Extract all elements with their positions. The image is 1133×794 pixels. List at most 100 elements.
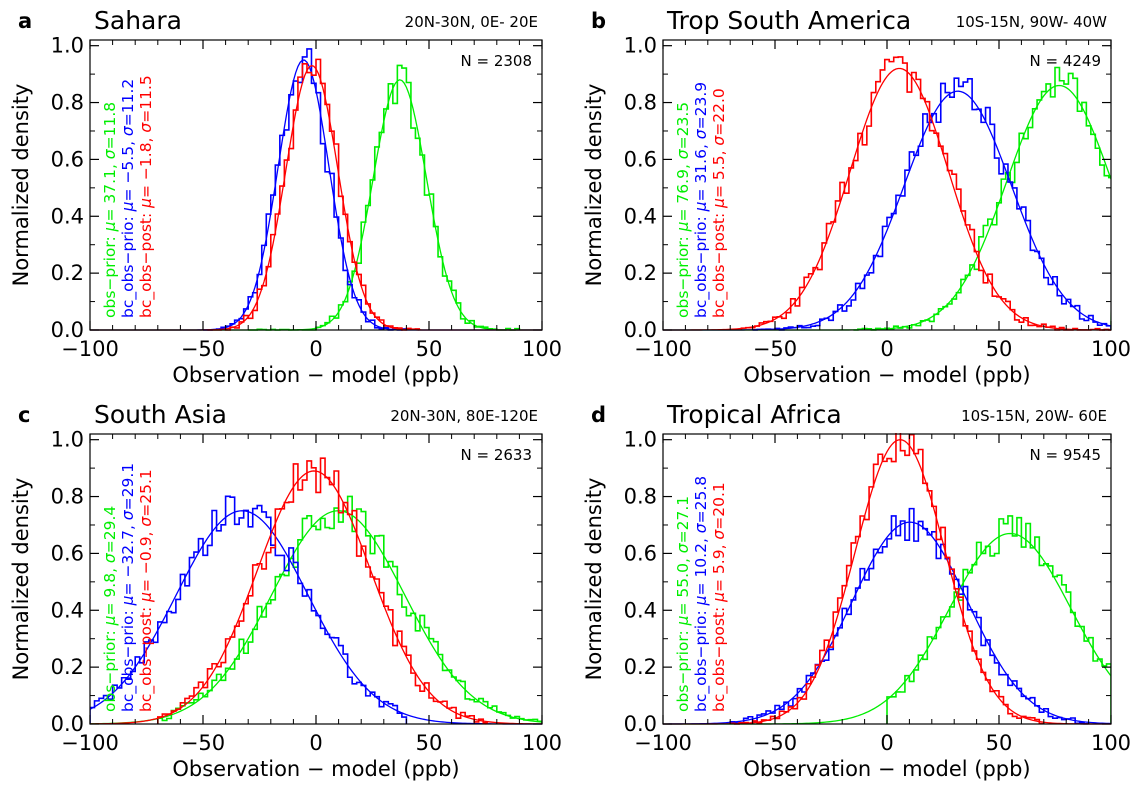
x-tick-label: 50: [986, 337, 1013, 361]
fit-curve-bc_obs-prio: [663, 521, 1111, 725]
y-tick-label: 0.2: [624, 655, 657, 679]
x-tick-label: 0: [880, 731, 893, 755]
y-tick-label: 0.0: [51, 318, 84, 342]
axes-frame: [662, 39, 1112, 331]
sample-count: N = 9545: [1030, 446, 1102, 464]
fit-curve-obs-prior: [663, 84, 1111, 331]
x-tick-label: −100: [634, 337, 692, 361]
histogram-bc_obs-prio: [203, 48, 408, 331]
plot-area: [663, 433, 1111, 725]
histogram-bc_obs-post: [740, 56, 1111, 331]
stat-label-bc_obs-post: bc_obs−post: μ= −1.8, σ=11.5: [137, 75, 156, 318]
x-tick-label: 100: [522, 337, 562, 361]
histogram-obs-prior: [886, 515, 1111, 724]
y-tick-label: 0.4: [624, 204, 657, 228]
y-axis-label: Normalized density: [9, 84, 33, 287]
y-tick-label: 1.0: [624, 428, 657, 452]
y-tick-label: 0.6: [51, 541, 84, 565]
x-tick-label: 100: [1091, 731, 1131, 755]
y-tick-label: 0.0: [51, 712, 84, 736]
panel-letter: b: [591, 9, 606, 33]
sample-count: N = 2308: [461, 52, 533, 70]
panel-letter: a: [18, 9, 32, 33]
stat-label-bc_obs-post: bc_obs−post: μ= 5.5, σ=22.0: [710, 88, 729, 318]
histogram-bc_obs-prio: [90, 495, 408, 724]
x-axis-label: Observation − model (ppb): [172, 363, 459, 387]
y-tick-label: 1.0: [624, 34, 657, 58]
histogram-bc_obs-prio: [751, 77, 1111, 331]
y-axis-label: Normalized density: [582, 478, 606, 681]
x-tick-label: 0: [880, 337, 893, 361]
histogram-bc_obs-post: [207, 58, 421, 331]
y-axis-label: Normalized density: [9, 478, 33, 681]
region-label: 20N-30N, 80E-120E: [390, 407, 538, 425]
sample-count: N = 2633: [461, 446, 533, 464]
fit-curve-bc_obs-post: [90, 64, 542, 331]
y-tick-label: 0.4: [624, 598, 657, 622]
histogram-bc_obs-post: [729, 433, 1045, 725]
histogram-obs-prior: [853, 66, 1111, 331]
y-tick-label: 0.4: [51, 598, 84, 622]
histogram-bc_obs-post: [157, 457, 489, 725]
x-axis-label: Observation − model (ppb): [743, 757, 1030, 781]
panel-title: South Asia: [94, 400, 227, 429]
y-tick-label: 1.0: [51, 428, 84, 452]
x-axis-label: Observation − model (ppb): [172, 757, 459, 781]
plot-area: [90, 48, 542, 331]
histogram-obs-prior: [157, 495, 542, 724]
fit-curve-bc_obs-post: [90, 470, 542, 725]
panel-b: −100 −50 0 50 100 0.0 0.2 0.4 0.6 0.8 1.0 Observati…: [582, 6, 1131, 387]
stat-label-bc_obs-prio: bc_obs−prio: μ= 31.6, σ=23.9: [692, 82, 711, 318]
x-tick-label: 100: [1091, 337, 1131, 361]
histogram-bc_obs-prio: [729, 507, 1090, 725]
x-tick-label: −100: [61, 337, 119, 361]
y-tick-label: 0.0: [624, 712, 657, 736]
y-tick-label: 1.0: [51, 34, 84, 58]
x-axis-label: Observation − model (ppb): [743, 363, 1030, 387]
stat-label-obs-prior: obs−prior: μ= 37.1, σ=11.8: [101, 102, 119, 318]
panel-d: −100 −50 0 50 100 0.0 0.2 0.4 0.6 0.8 1.0 Observati…: [582, 400, 1131, 781]
y-tick-label: 0.8: [51, 485, 84, 509]
x-tick-label: 100: [522, 731, 562, 755]
axes-frame: [662, 433, 1112, 725]
stat-label-bc_obs-prio: bc_obs−prio: μ= −5.5, σ=11.2: [119, 79, 138, 318]
stat-label-bc_obs-post: bc_obs−post: μ= −0.9, σ=25.1: [137, 469, 156, 712]
x-tick-label: 50: [416, 337, 443, 361]
fit-curve-obs-prior: [90, 510, 542, 725]
x-tick-label: −50: [753, 337, 797, 361]
stat-label-obs-prior: obs−prior: μ= 76.9, σ=23.5: [674, 102, 692, 318]
x-tick-label: −50: [753, 731, 797, 755]
x-tick-label: −100: [61, 731, 119, 755]
region-label: 10S-15N, 20W- 60E: [961, 407, 1107, 425]
y-tick-label: 0.6: [624, 147, 657, 171]
panel-c: −100 −50 0 50 100 0.0 0.2 0.4 0.6 0.8 1.0 Observati…: [9, 400, 562, 781]
y-tick-label: 0.6: [624, 541, 657, 565]
panel-title: Trop South America: [666, 6, 911, 35]
region-label: 20N-30N, 0E- 20E: [405, 13, 538, 31]
y-tick-label: 0.8: [624, 91, 657, 115]
fit-curve-obs-prior: [90, 79, 542, 331]
y-tick-label: 0.2: [51, 261, 84, 285]
stat-label-bc_obs-prio: bc_obs−prio: μ= 10.2, σ=25.8: [692, 476, 711, 712]
fit-curve-bc_obs-post: [663, 439, 1111, 725]
panel-letter: d: [591, 403, 606, 427]
stat-label-obs-prior: obs−prior: μ= 55.0, σ=27.1: [674, 496, 692, 712]
x-tick-label: −50: [181, 731, 225, 755]
y-tick-label: 0.8: [51, 91, 84, 115]
x-tick-label: −50: [181, 337, 225, 361]
x-tick-label: 0: [309, 731, 322, 755]
y-axis-label: Normalized density: [582, 84, 606, 287]
fit-curve-bc_obs-prio: [663, 90, 1111, 331]
x-tick-label: 50: [416, 731, 443, 755]
y-tick-label: 0.2: [624, 261, 657, 285]
x-tick-label: −100: [634, 731, 692, 755]
region-label: 10S-15N, 90W- 40W: [956, 13, 1107, 31]
fit-curve-bc_obs-post: [663, 67, 1111, 331]
fit-curve-bc_obs-prio: [90, 510, 542, 725]
stat-label-bc_obs-post: bc_obs−post: μ= 5.9, σ=20.1: [710, 482, 729, 712]
panel-a: −100 −50 0 50 100 0.0 0.2 0.4 0.6 0.8 1.0 Observati…: [9, 6, 562, 387]
y-tick-label: 0.8: [624, 485, 657, 509]
sample-count: N = 4249: [1030, 52, 1102, 70]
stat-label-obs-prior: obs−prior: μ= 9.8, σ=29.4: [101, 506, 119, 712]
